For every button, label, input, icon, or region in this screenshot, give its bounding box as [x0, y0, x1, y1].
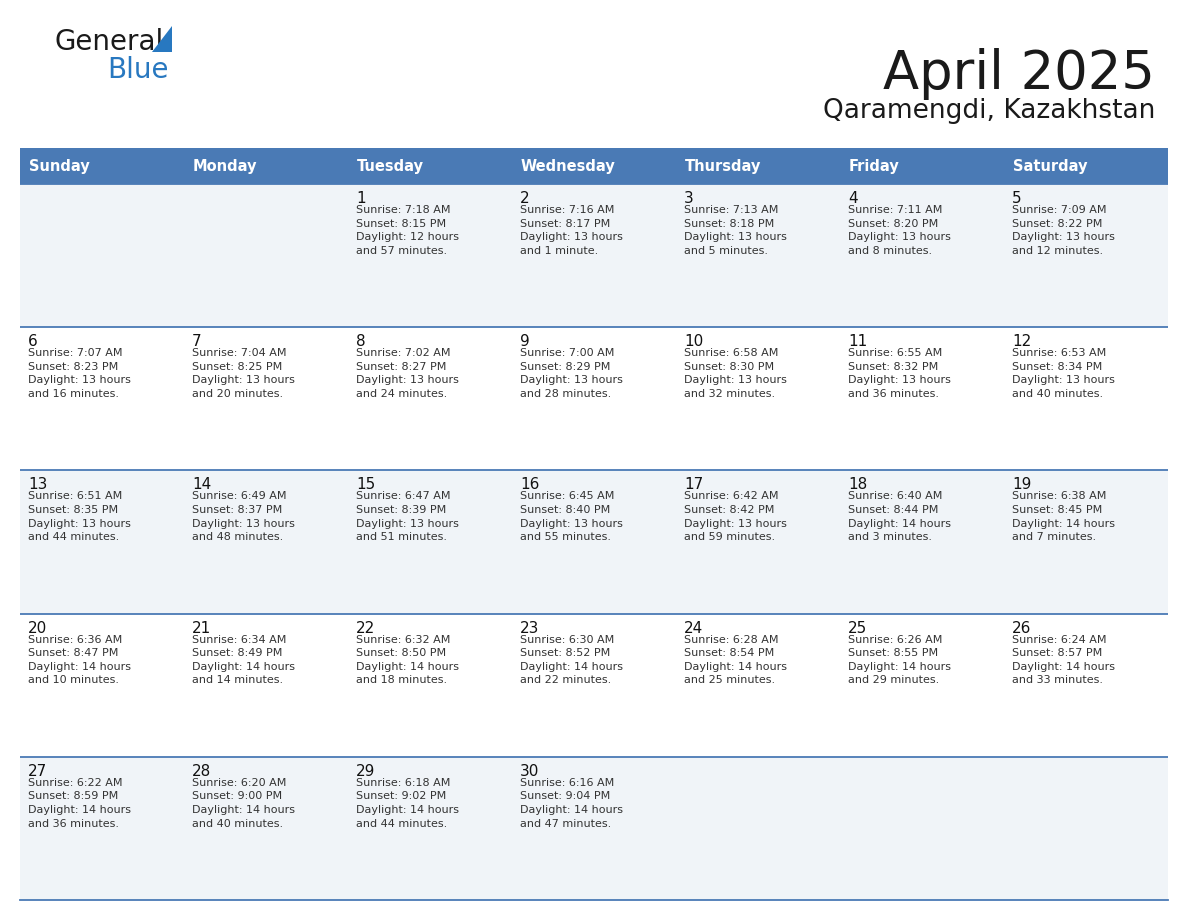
Text: Sunrise: 7:18 AM
Sunset: 8:15 PM
Daylight: 12 hours
and 57 minutes.: Sunrise: 7:18 AM Sunset: 8:15 PM Dayligh…	[356, 205, 459, 256]
Text: 15: 15	[356, 477, 375, 492]
Text: Sunrise: 7:07 AM
Sunset: 8:23 PM
Daylight: 13 hours
and 16 minutes.: Sunrise: 7:07 AM Sunset: 8:23 PM Dayligh…	[29, 348, 131, 399]
Text: 2: 2	[520, 191, 530, 206]
Text: 8: 8	[356, 334, 366, 349]
Text: Friday: Friday	[849, 159, 899, 174]
Text: Sunrise: 7:04 AM
Sunset: 8:25 PM
Daylight: 13 hours
and 20 minutes.: Sunrise: 7:04 AM Sunset: 8:25 PM Dayligh…	[192, 348, 295, 399]
Text: 24: 24	[684, 621, 703, 635]
Text: Sunrise: 6:53 AM
Sunset: 8:34 PM
Daylight: 13 hours
and 40 minutes.: Sunrise: 6:53 AM Sunset: 8:34 PM Dayligh…	[1012, 348, 1114, 399]
Text: General: General	[55, 28, 164, 56]
Text: Sunrise: 7:16 AM
Sunset: 8:17 PM
Daylight: 13 hours
and 1 minute.: Sunrise: 7:16 AM Sunset: 8:17 PM Dayligh…	[520, 205, 623, 256]
Text: 14: 14	[192, 477, 211, 492]
Text: April 2025: April 2025	[883, 48, 1155, 100]
Text: 3: 3	[684, 191, 694, 206]
Text: Blue: Blue	[107, 56, 169, 84]
Text: 22: 22	[356, 621, 375, 635]
Polygon shape	[152, 26, 172, 52]
Text: Sunrise: 6:55 AM
Sunset: 8:32 PM
Daylight: 13 hours
and 36 minutes.: Sunrise: 6:55 AM Sunset: 8:32 PM Dayligh…	[848, 348, 950, 399]
Text: 20: 20	[29, 621, 48, 635]
Text: 26: 26	[1012, 621, 1031, 635]
Text: Sunrise: 7:02 AM
Sunset: 8:27 PM
Daylight: 13 hours
and 24 minutes.: Sunrise: 7:02 AM Sunset: 8:27 PM Dayligh…	[356, 348, 459, 399]
Bar	[20, 756, 1168, 900]
Text: 9: 9	[520, 334, 530, 349]
Text: Sunrise: 6:22 AM
Sunset: 8:59 PM
Daylight: 14 hours
and 36 minutes.: Sunrise: 6:22 AM Sunset: 8:59 PM Dayligh…	[29, 778, 131, 829]
Text: 30: 30	[520, 764, 539, 778]
Text: 10: 10	[684, 334, 703, 349]
Text: 6: 6	[29, 334, 38, 349]
Text: 4: 4	[848, 191, 858, 206]
Text: Sunday: Sunday	[29, 159, 90, 174]
Bar	[20, 470, 1168, 613]
Text: Thursday: Thursday	[685, 159, 762, 174]
Bar	[20, 148, 1168, 184]
Text: Tuesday: Tuesday	[358, 159, 424, 174]
Text: Sunrise: 6:32 AM
Sunset: 8:50 PM
Daylight: 14 hours
and 18 minutes.: Sunrise: 6:32 AM Sunset: 8:50 PM Dayligh…	[356, 634, 459, 686]
Text: Sunrise: 6:26 AM
Sunset: 8:55 PM
Daylight: 14 hours
and 29 minutes.: Sunrise: 6:26 AM Sunset: 8:55 PM Dayligh…	[848, 634, 952, 686]
Text: Sunrise: 6:36 AM
Sunset: 8:47 PM
Daylight: 14 hours
and 10 minutes.: Sunrise: 6:36 AM Sunset: 8:47 PM Dayligh…	[29, 634, 131, 686]
Text: 5: 5	[1012, 191, 1022, 206]
Text: 28: 28	[192, 764, 211, 778]
Text: Sunrise: 6:30 AM
Sunset: 8:52 PM
Daylight: 14 hours
and 22 minutes.: Sunrise: 6:30 AM Sunset: 8:52 PM Dayligh…	[520, 634, 623, 686]
Bar	[20, 327, 1168, 470]
Text: 23: 23	[520, 621, 539, 635]
Text: Sunrise: 7:09 AM
Sunset: 8:22 PM
Daylight: 13 hours
and 12 minutes.: Sunrise: 7:09 AM Sunset: 8:22 PM Dayligh…	[1012, 205, 1114, 256]
Text: Sunrise: 6:42 AM
Sunset: 8:42 PM
Daylight: 13 hours
and 59 minutes.: Sunrise: 6:42 AM Sunset: 8:42 PM Dayligh…	[684, 491, 786, 543]
Text: 21: 21	[192, 621, 211, 635]
Text: Sunrise: 7:00 AM
Sunset: 8:29 PM
Daylight: 13 hours
and 28 minutes.: Sunrise: 7:00 AM Sunset: 8:29 PM Dayligh…	[520, 348, 623, 399]
Text: Sunrise: 7:11 AM
Sunset: 8:20 PM
Daylight: 13 hours
and 8 minutes.: Sunrise: 7:11 AM Sunset: 8:20 PM Dayligh…	[848, 205, 950, 256]
Text: Sunrise: 7:13 AM
Sunset: 8:18 PM
Daylight: 13 hours
and 5 minutes.: Sunrise: 7:13 AM Sunset: 8:18 PM Dayligh…	[684, 205, 786, 256]
Text: Saturday: Saturday	[1013, 159, 1087, 174]
Text: 27: 27	[29, 764, 48, 778]
Text: 19: 19	[1012, 477, 1031, 492]
Text: 17: 17	[684, 477, 703, 492]
Bar	[20, 613, 1168, 756]
Text: 7: 7	[192, 334, 202, 349]
Text: Sunrise: 6:51 AM
Sunset: 8:35 PM
Daylight: 13 hours
and 44 minutes.: Sunrise: 6:51 AM Sunset: 8:35 PM Dayligh…	[29, 491, 131, 543]
Text: 12: 12	[1012, 334, 1031, 349]
Text: Sunrise: 6:45 AM
Sunset: 8:40 PM
Daylight: 13 hours
and 55 minutes.: Sunrise: 6:45 AM Sunset: 8:40 PM Dayligh…	[520, 491, 623, 543]
Text: Sunrise: 6:38 AM
Sunset: 8:45 PM
Daylight: 14 hours
and 7 minutes.: Sunrise: 6:38 AM Sunset: 8:45 PM Dayligh…	[1012, 491, 1116, 543]
Text: Sunrise: 6:58 AM
Sunset: 8:30 PM
Daylight: 13 hours
and 32 minutes.: Sunrise: 6:58 AM Sunset: 8:30 PM Dayligh…	[684, 348, 786, 399]
Text: 25: 25	[848, 621, 867, 635]
Text: Sunrise: 6:18 AM
Sunset: 9:02 PM
Daylight: 14 hours
and 44 minutes.: Sunrise: 6:18 AM Sunset: 9:02 PM Dayligh…	[356, 778, 459, 829]
Bar	[20, 184, 1168, 327]
Text: 1: 1	[356, 191, 366, 206]
Text: 16: 16	[520, 477, 539, 492]
Text: 29: 29	[356, 764, 375, 778]
Text: Sunrise: 6:28 AM
Sunset: 8:54 PM
Daylight: 14 hours
and 25 minutes.: Sunrise: 6:28 AM Sunset: 8:54 PM Dayligh…	[684, 634, 786, 686]
Text: Sunrise: 6:24 AM
Sunset: 8:57 PM
Daylight: 14 hours
and 33 minutes.: Sunrise: 6:24 AM Sunset: 8:57 PM Dayligh…	[1012, 634, 1116, 686]
Text: 18: 18	[848, 477, 867, 492]
Text: 13: 13	[29, 477, 48, 492]
Text: Sunrise: 6:20 AM
Sunset: 9:00 PM
Daylight: 14 hours
and 40 minutes.: Sunrise: 6:20 AM Sunset: 9:00 PM Dayligh…	[192, 778, 295, 829]
Text: 11: 11	[848, 334, 867, 349]
Text: Sunrise: 6:16 AM
Sunset: 9:04 PM
Daylight: 14 hours
and 47 minutes.: Sunrise: 6:16 AM Sunset: 9:04 PM Dayligh…	[520, 778, 623, 829]
Text: Sunrise: 6:47 AM
Sunset: 8:39 PM
Daylight: 13 hours
and 51 minutes.: Sunrise: 6:47 AM Sunset: 8:39 PM Dayligh…	[356, 491, 459, 543]
Text: Sunrise: 6:40 AM
Sunset: 8:44 PM
Daylight: 14 hours
and 3 minutes.: Sunrise: 6:40 AM Sunset: 8:44 PM Dayligh…	[848, 491, 952, 543]
Text: Sunrise: 6:49 AM
Sunset: 8:37 PM
Daylight: 13 hours
and 48 minutes.: Sunrise: 6:49 AM Sunset: 8:37 PM Dayligh…	[192, 491, 295, 543]
Text: Sunrise: 6:34 AM
Sunset: 8:49 PM
Daylight: 14 hours
and 14 minutes.: Sunrise: 6:34 AM Sunset: 8:49 PM Dayligh…	[192, 634, 295, 686]
Text: Wednesday: Wednesday	[522, 159, 615, 174]
Text: Monday: Monday	[192, 159, 258, 174]
Text: Qaramengdi, Kazakhstan: Qaramengdi, Kazakhstan	[822, 98, 1155, 124]
